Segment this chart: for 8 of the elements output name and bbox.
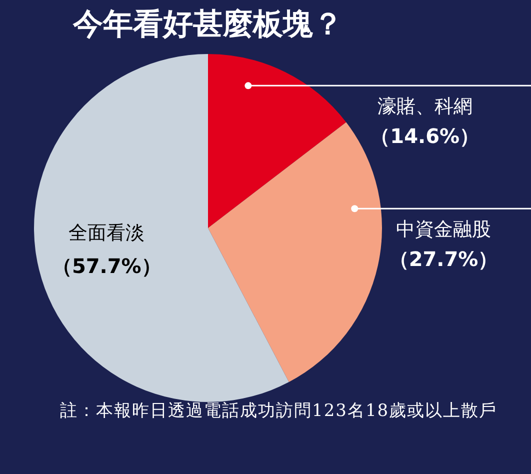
data-label: （27.7%） [388, 246, 498, 271]
data-label: （14.6%） [370, 124, 480, 148]
slice-label: 中資金融股 [396, 218, 491, 241]
text: 註：本報昨日透過電話成功訪問123名18歲或以上散戶 [60, 400, 498, 423]
data-label: （57.7%） [52, 254, 162, 278]
chart-title: 今年看好甚麼板塊？ [72, 6, 343, 42]
slice-label: 全面看淡 [68, 222, 145, 244]
slice-label: 濠賭、科網 [377, 96, 472, 118]
